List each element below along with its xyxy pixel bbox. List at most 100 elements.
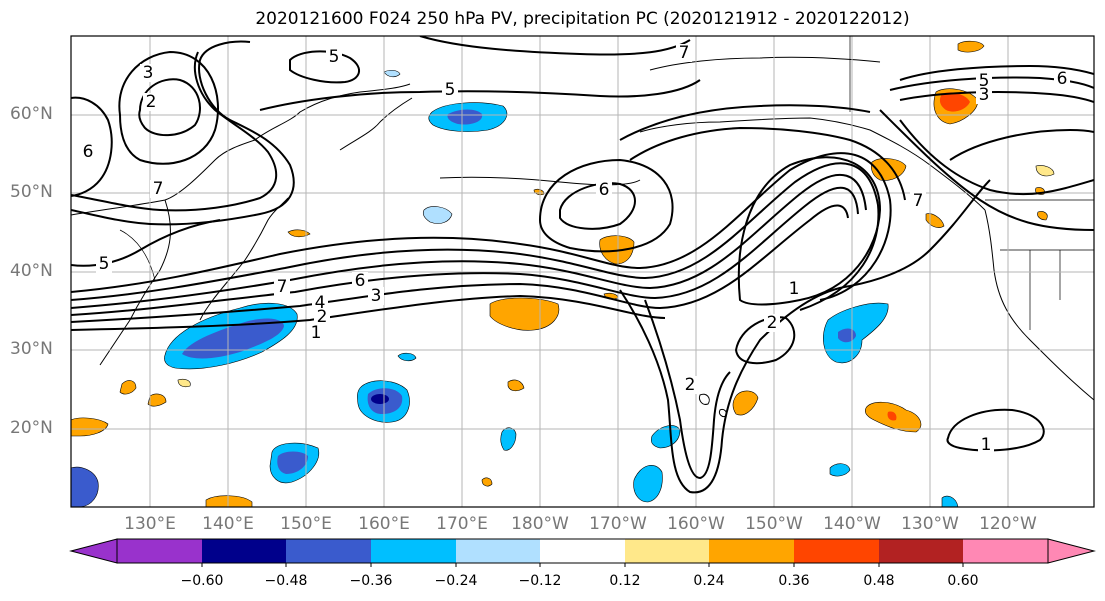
pv-contour — [559, 182, 636, 230]
colorbar-segment — [709, 539, 794, 563]
contour-label: 1 — [789, 279, 800, 299]
contour-label: 6 — [355, 271, 366, 291]
pv-contour — [899, 91, 1094, 103]
pv-contour — [71, 204, 849, 323]
border-layer — [119, 36, 1094, 330]
lat-label: 40°N — [10, 261, 53, 281]
lon-label: 170°W — [589, 514, 647, 534]
contour-label: 2 — [317, 307, 328, 327]
lon-label: 140°E — [202, 514, 254, 534]
lat-label: 30°N — [10, 339, 53, 359]
colorbar-segment — [963, 539, 1048, 563]
pv-contour — [644, 299, 731, 480]
precip-positive-area — [287, 229, 311, 238]
lon-label: 130°E — [124, 514, 176, 534]
coastline-kamchatka — [339, 97, 413, 151]
precip-negative-peak — [371, 394, 389, 404]
colorbar-extend-low — [69, 538, 118, 564]
contour-label: 3 — [143, 63, 154, 83]
lon-label: 130°W — [901, 514, 959, 534]
pv-contour — [419, 36, 691, 56]
colorbar-tick-label: 0.60 — [947, 573, 979, 589]
lat-label: 60°N — [10, 104, 53, 124]
pv-contour — [259, 79, 701, 111]
precip-positive-area — [507, 379, 525, 392]
lon-label: 150°E — [280, 514, 332, 534]
contour-label: 3 — [979, 85, 990, 105]
pv-contour — [734, 316, 796, 365]
colorbar-tick-label: 0.24 — [693, 573, 725, 589]
colorbar-tick-label: −0.36 — [349, 573, 393, 589]
pv-contour — [737, 156, 882, 306]
contour-label: 2 — [767, 313, 778, 333]
contour-label: 7 — [679, 43, 690, 63]
pv-contour — [71, 51, 278, 212]
precip-positive-area — [481, 477, 493, 487]
colorbar-tick-label: −0.24 — [434, 573, 478, 589]
precip-negative-core — [182, 318, 284, 359]
colorbar-segment — [879, 539, 963, 563]
pv-contour — [629, 126, 906, 201]
precip-positive-area — [71, 417, 109, 437]
colorbar-segment — [794, 539, 879, 563]
contour-label: 5 — [99, 254, 110, 274]
coastline-alaska — [639, 117, 986, 211]
colorbar-tick-label: −0.48 — [264, 573, 308, 589]
precip-positive-area — [147, 393, 167, 407]
contour-labels: 3 2 6 5 5 7 7 5 3 6 5 6 7 7 — [80, 43, 1070, 455]
contour-label: 6 — [83, 142, 94, 162]
contour-label: 1 — [311, 323, 322, 343]
precip-negative-area — [422, 206, 453, 224]
precip-positive-core — [887, 411, 897, 421]
precip-negative-area — [500, 427, 517, 451]
colorbar-tick-label: 0.48 — [863, 573, 895, 589]
pv-contour — [71, 174, 867, 309]
precip-positive-area — [205, 495, 253, 507]
china-borders — [119, 229, 156, 281]
pv-contour — [71, 152, 892, 301]
colorbar-segment — [540, 539, 625, 563]
pv-contour-layer — [71, 36, 1094, 494]
pv-contour — [71, 162, 880, 311]
precip-positive-area — [957, 40, 985, 53]
colorbar-segment — [371, 539, 456, 563]
contour-label: 1 — [981, 435, 992, 455]
pv-contour — [619, 104, 871, 141]
pv-contour — [71, 294, 666, 331]
pv-contour — [949, 128, 1094, 161]
state-borders — [1000, 249, 1094, 330]
coastline-alaska-north — [649, 56, 881, 71]
precip-positive-area — [119, 380, 137, 395]
lon-label: 150°W — [745, 514, 803, 534]
pv-contour — [71, 186, 859, 316]
lon-label: 140°W — [823, 514, 881, 534]
colorbar-tick-label: 0.36 — [778, 573, 810, 589]
pv-contour — [619, 179, 991, 494]
precip-negative-area — [941, 495, 959, 507]
lon-label: 120°W — [979, 514, 1037, 534]
pv-contour — [899, 64, 1094, 81]
colorbar-tick-label: 0.12 — [609, 573, 641, 589]
colorbar-tick-label: −0.60 — [180, 573, 224, 589]
contour-label: 5 — [979, 71, 990, 91]
pv-contour — [138, 78, 201, 137]
colorbar-segment — [625, 539, 709, 563]
precip-negative-area — [829, 463, 851, 477]
map-title: 2020121600 F024 250 hPa PV, precipitatio… — [255, 9, 910, 29]
lon-label: 160°E — [358, 514, 410, 534]
colorbar-extend-high — [1047, 538, 1096, 564]
pv-contour — [879, 109, 1094, 231]
precip-negative-area — [397, 352, 417, 362]
contour-label: 6 — [1057, 69, 1068, 89]
pv-contour — [71, 219, 221, 267]
precip-positive-area — [489, 297, 560, 331]
pv-contour — [118, 50, 219, 165]
colorbar-segment — [456, 539, 540, 563]
pv-contour — [538, 158, 674, 253]
lon-label: 180°W — [511, 514, 569, 534]
precip-positive-area — [1035, 165, 1055, 177]
pv-contour — [889, 76, 1094, 91]
colorbar-segment — [202, 539, 286, 563]
precip-positive-core — [939, 92, 970, 112]
pv-contour — [71, 40, 295, 226]
